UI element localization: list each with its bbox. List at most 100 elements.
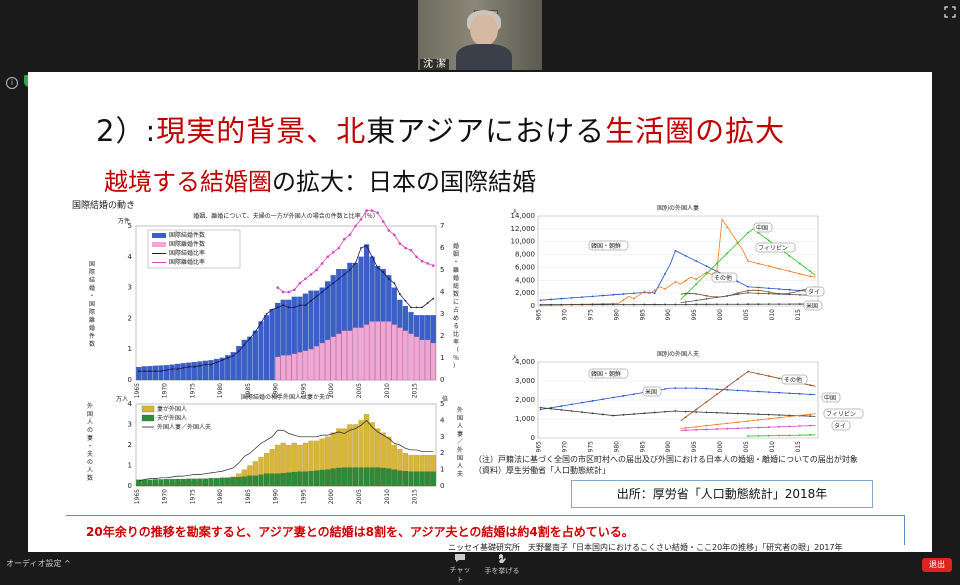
series-point	[757, 286, 760, 289]
y-tick-label: 8,000	[515, 251, 535, 259]
divorce-bar	[308, 349, 314, 381]
marriage-rate-point	[426, 302, 429, 304]
audio-settings-button[interactable]: オーディオ設定 ^	[6, 558, 71, 569]
series-point	[674, 303, 677, 306]
x-tick-label: 1980	[613, 309, 620, 320]
divorce-bar	[408, 333, 414, 381]
series-label-box	[711, 272, 738, 283]
y-axis-label: 国	[89, 301, 95, 308]
marriage-bar	[225, 355, 231, 381]
y-tick-label: 3,000	[515, 377, 535, 385]
chat-button[interactable]: チャット	[448, 553, 472, 584]
marriage-rate-point	[165, 369, 168, 371]
marriage-rate-point	[343, 273, 346, 276]
divorce-rate-point	[337, 246, 341, 250]
marriage-rate-point	[365, 244, 368, 247]
series-point	[788, 303, 791, 305]
series-point	[550, 303, 552, 306]
series-point	[757, 289, 760, 292]
y2-tick-label: 4	[440, 416, 445, 424]
series-point	[778, 434, 781, 437]
series-point	[788, 288, 791, 291]
series-point	[747, 291, 749, 294]
slide-subtitle: 越境する結婚圏の拡大：日本の国際結婚	[104, 162, 536, 197]
series-point	[726, 427, 729, 430]
series-point	[560, 405, 563, 407]
y-axis-label: 夫	[87, 450, 93, 458]
series-point	[653, 411, 656, 414]
chevron-up-icon: ^	[64, 559, 71, 568]
divorce-rate-point	[420, 259, 424, 263]
husband-foreign-bar	[330, 468, 336, 487]
y-tick-label: 3	[128, 421, 132, 429]
series-point	[612, 414, 615, 417]
y2-axis-label: ／	[457, 439, 463, 446]
series-point	[747, 260, 749, 262]
y2-axis-label: 妻	[457, 430, 463, 438]
divorce-rate-point	[287, 290, 291, 294]
x-tick-label: 2015	[795, 309, 802, 320]
y2-axis-label: 国	[457, 415, 463, 422]
citation: ニッセイ基礎研究所 天野馨南子「日本国内におけるこくさい結婚・ここ20年の推移」…	[448, 543, 843, 552]
y2-tick-label: 7	[440, 222, 444, 230]
y-axis-label: ・	[89, 293, 95, 300]
husband-foreign-bar	[391, 469, 397, 487]
series-point	[726, 385, 729, 388]
legend-swatch	[141, 405, 155, 413]
marriage-rate-point	[232, 354, 235, 357]
marriage-rate-point	[404, 299, 407, 302]
series-point	[757, 413, 760, 416]
exit-button[interactable]: 退出	[922, 558, 952, 572]
source-box: 出所：厚労省「人口動態統計」2018年	[571, 480, 873, 508]
y2-axis-label: 人	[457, 423, 463, 430]
y-tick-label: 4,000	[515, 276, 535, 284]
divorce-bar	[313, 346, 320, 381]
series-label: 中国	[824, 394, 836, 402]
legend-swatch	[141, 414, 155, 422]
marriage-bar	[247, 336, 253, 381]
y2-tick-label: 2	[440, 332, 444, 340]
participant-video[interactable]	[418, 0, 542, 70]
divorce-bar	[358, 327, 364, 381]
y-axis-label: 際	[89, 308, 95, 316]
series-point	[778, 377, 781, 380]
marriage-rate-point	[143, 370, 146, 373]
husband-foreign-bar	[347, 467, 353, 487]
series-point	[695, 408, 698, 411]
series-point	[695, 303, 698, 306]
series-point	[767, 417, 770, 420]
marriage-rate-point	[237, 350, 240, 353]
divorce-bar	[291, 353, 297, 381]
x-tick-label: 1985	[639, 309, 646, 320]
series-point	[726, 252, 729, 255]
x-tick-label: 1970	[562, 309, 569, 320]
y-tick-label: 0	[531, 302, 535, 310]
series-point	[653, 303, 656, 306]
y-unit: 万件	[118, 217, 130, 225]
y-axis-label: 件	[89, 332, 95, 340]
raise-hand-button[interactable]: 手を挙げる	[484, 553, 520, 575]
husband-foreign-bar	[419, 471, 425, 487]
y2-tick-label: 6	[440, 244, 445, 252]
info-icon[interactable]: i	[6, 77, 18, 89]
series-point	[778, 416, 781, 419]
series-point	[798, 414, 801, 417]
y-tick-label: 6,000	[515, 263, 535, 271]
series-point	[674, 387, 677, 390]
series-point	[695, 425, 698, 428]
legend-label: 外国人妻／外国人夫	[157, 423, 211, 431]
y-tick-label: 0	[128, 376, 132, 384]
series-point	[778, 414, 781, 416]
y-unit: 万人	[116, 396, 128, 403]
divorce-bar	[425, 339, 431, 381]
divorce-rate-point	[398, 242, 402, 245]
x-tick-label: 1995	[691, 309, 698, 320]
series-point	[809, 413, 812, 416]
series-point	[570, 297, 573, 299]
series-point	[736, 427, 739, 430]
husband-foreign-bar	[375, 467, 381, 487]
series-point	[539, 406, 542, 409]
series-point	[705, 271, 708, 274]
fullscreen-icon[interactable]	[944, 6, 956, 18]
